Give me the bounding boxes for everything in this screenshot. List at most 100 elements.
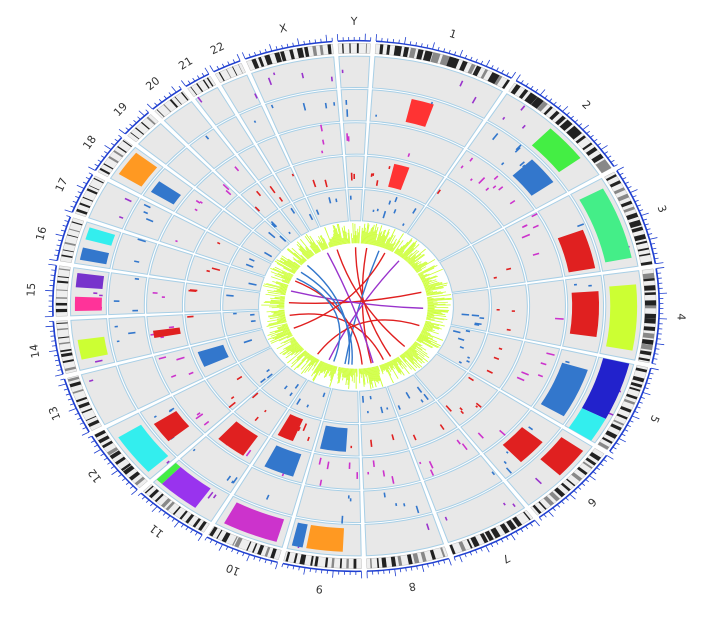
track-mark — [266, 373, 273, 379]
ideogram-band — [566, 125, 580, 138]
histogram-bar — [311, 358, 317, 366]
tick-mark — [530, 85, 534, 90]
histogram-bar — [281, 271, 293, 277]
track-mark — [145, 218, 154, 223]
track-bg — [80, 365, 137, 426]
ideogram-band — [55, 308, 68, 313]
histogram-bar — [414, 261, 428, 271]
histogram-bar — [267, 328, 290, 336]
highlight-block-chr-5 — [540, 362, 588, 417]
ideogram-band — [386, 44, 391, 55]
tick-mark — [292, 42, 294, 47]
ideogram-band — [327, 44, 332, 55]
tick-mark — [197, 534, 203, 542]
histogram-bar — [369, 224, 375, 245]
tick-mark — [104, 151, 108, 154]
ideogram-band — [566, 478, 576, 487]
histogram-bar — [341, 367, 345, 377]
tick-mark — [298, 566, 300, 571]
histogram-bar — [325, 364, 332, 378]
histogram-bar — [282, 343, 299, 355]
track-bg — [166, 147, 212, 187]
tick-mark — [225, 546, 229, 551]
link-arc — [328, 260, 400, 361]
highlight-block-chr-4 — [569, 291, 600, 338]
histogram-bar — [317, 236, 326, 250]
histogram-bar — [269, 306, 285, 308]
tick-mark — [204, 67, 210, 74]
histogram-bar — [287, 333, 292, 336]
histogram-bar — [280, 285, 288, 289]
histogram-bar — [301, 258, 306, 262]
link-arc — [306, 264, 351, 365]
track-mark — [267, 77, 273, 86]
track-mark — [236, 375, 243, 381]
track-mark — [195, 413, 204, 420]
histogram-bar — [388, 243, 394, 251]
histogram-bar — [398, 239, 413, 256]
histogram-bar — [296, 350, 306, 359]
tick-mark — [107, 461, 111, 465]
histogram-bar — [279, 342, 298, 355]
track-bg — [289, 379, 332, 420]
ideogram-band — [314, 556, 319, 567]
tick-mark — [125, 482, 130, 485]
tick-mark — [495, 541, 499, 545]
ideogram-band — [616, 413, 628, 420]
tick-scale-chr-X — [244, 40, 333, 60]
ideogram-band — [257, 544, 265, 556]
histogram-bar — [279, 307, 285, 309]
histogram-bar — [270, 329, 290, 337]
tick-mark — [585, 479, 589, 483]
highlight-block-chr-11 — [161, 466, 211, 508]
histogram-bar — [427, 304, 451, 306]
track-mark — [254, 206, 261, 212]
histogram-bar — [375, 225, 383, 246]
histogram-bar — [304, 357, 317, 374]
histogram-bar — [352, 223, 354, 244]
histogram-bar — [263, 301, 285, 304]
tick-mark — [599, 463, 604, 467]
tick-mark — [314, 39, 317, 43]
ideogram-band — [174, 96, 182, 105]
tick-mark — [51, 345, 56, 347]
ideogram-band — [597, 441, 610, 450]
histogram-bar — [424, 324, 440, 330]
histogram-bar — [406, 250, 420, 262]
histogram-bar — [375, 366, 384, 387]
track-bg — [256, 136, 291, 173]
link-arc — [344, 250, 380, 365]
tick-mark — [264, 559, 267, 564]
ideogram-band — [620, 405, 632, 413]
histogram-bar — [265, 293, 286, 298]
track-mark — [118, 215, 124, 219]
histogram-bar — [311, 359, 320, 371]
histogram-bar — [393, 359, 405, 376]
chromosome-label-Y: Y — [350, 15, 358, 28]
histogram-bar — [381, 364, 385, 371]
track-bg — [137, 123, 186, 165]
chromosome-label-19: 19 — [111, 100, 130, 119]
histogram-bar — [267, 291, 286, 296]
histogram-bar — [426, 318, 435, 321]
tick-mark — [630, 189, 638, 193]
ideogram-band — [165, 501, 175, 511]
track-mark — [405, 391, 411, 399]
ideogram-band — [532, 504, 542, 514]
track-mark — [306, 404, 310, 408]
histogram-bar — [381, 231, 390, 248]
histogram-bar — [311, 360, 322, 377]
tick-mark — [629, 420, 634, 423]
tick-mark — [632, 415, 640, 420]
tick-mark — [656, 343, 665, 346]
histogram-bar — [310, 245, 318, 254]
tick-mark — [55, 249, 60, 252]
ideogram-band — [490, 527, 501, 539]
histogram-bar — [402, 353, 418, 369]
track-bg — [504, 211, 564, 283]
track-mark — [534, 477, 542, 485]
track-mark — [158, 356, 167, 360]
track-bg — [280, 203, 310, 237]
tick-mark — [145, 109, 149, 113]
tick-mark — [593, 138, 598, 142]
